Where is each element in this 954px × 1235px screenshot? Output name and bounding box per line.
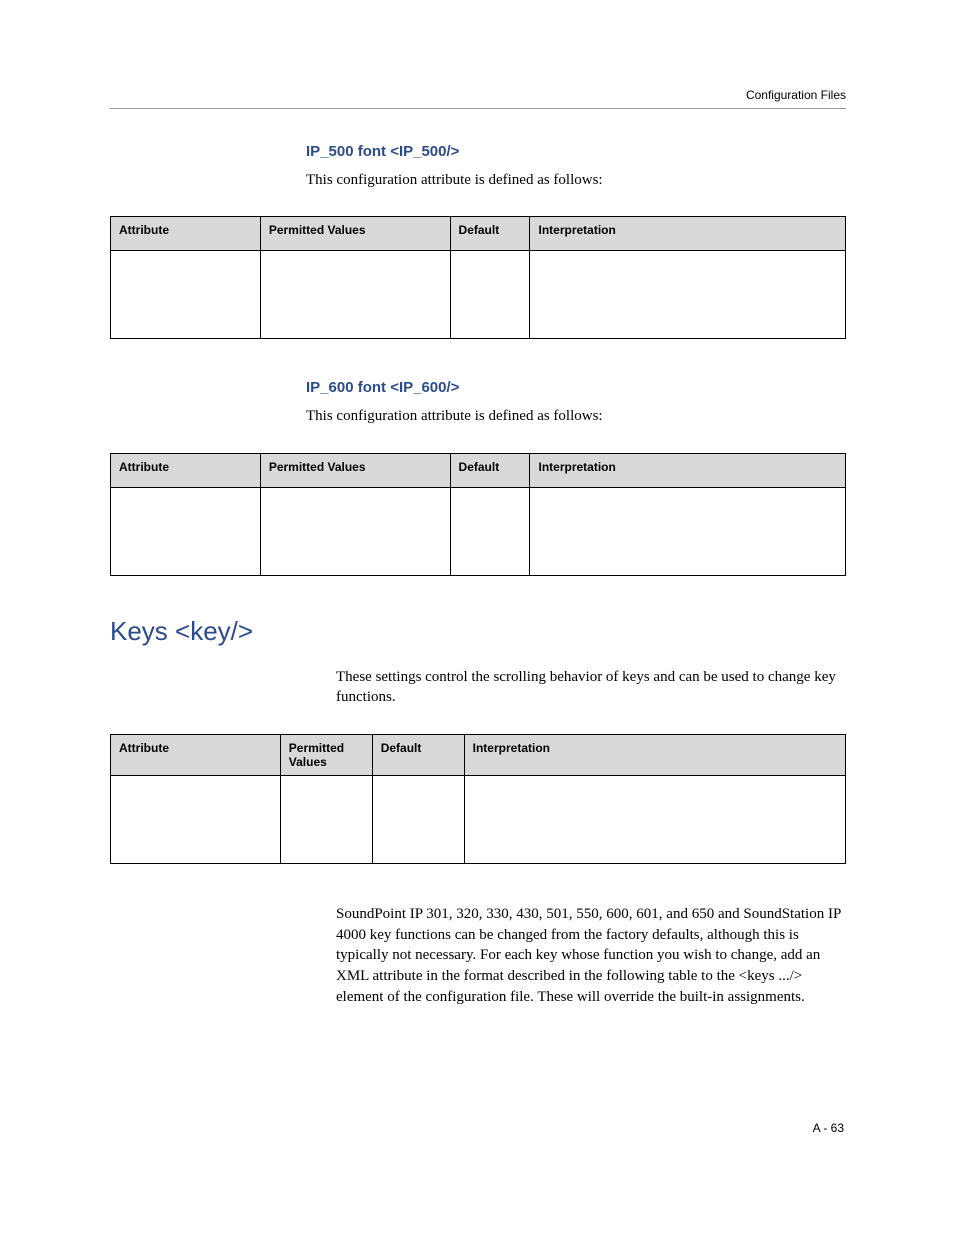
th-interpretation: Interpretation <box>530 453 846 487</box>
page-content: Configuration Files IP_500 font <IP_500/… <box>110 88 846 1033</box>
intro-keys: These settings control the scrolling beh… <box>336 667 846 708</box>
th-attribute: Attribute <box>111 453 261 487</box>
th-interpretation: Interpretation <box>530 217 846 251</box>
th-default: Default <box>450 217 530 251</box>
cell <box>450 487 530 575</box>
header-rule <box>110 108 846 109</box>
table-keys: Attribute Permitted Values Default Inter… <box>110 734 846 864</box>
cell <box>450 251 530 339</box>
intro-ip500: This configuration attribute is defined … <box>306 170 846 190</box>
cell <box>260 487 450 575</box>
table-ip600: Attribute Permitted Values Default Inter… <box>110 453 846 576</box>
th-permitted: Permitted Values <box>260 453 450 487</box>
th-permitted: Permitted Values <box>280 734 372 775</box>
table-row <box>111 487 846 575</box>
th-attribute: Attribute <box>111 734 281 775</box>
cell <box>372 775 464 863</box>
cell <box>111 251 261 339</box>
subheading-ip600: IP_600 font <IP_600/> <box>306 379 846 396</box>
cell <box>260 251 450 339</box>
page-number: A - 63 <box>813 1121 844 1135</box>
th-default: Default <box>450 453 530 487</box>
cell <box>111 775 281 863</box>
table-row <box>111 775 846 863</box>
table-row <box>111 251 846 339</box>
cell <box>464 775 845 863</box>
th-attribute: Attribute <box>111 217 261 251</box>
th-default: Default <box>372 734 464 775</box>
running-header: Configuration Files <box>110 88 846 102</box>
th-interpretation: Interpretation <box>464 734 845 775</box>
intro-ip600: This configuration attribute is defined … <box>306 406 846 426</box>
th-permitted: Permitted Values <box>260 217 450 251</box>
table-ip500: Attribute Permitted Values Default Inter… <box>110 216 846 339</box>
cell <box>530 487 846 575</box>
cell <box>111 487 261 575</box>
section-heading-keys: Keys <key/> <box>110 616 846 647</box>
cell <box>280 775 372 863</box>
subheading-ip500: IP_500 font <IP_500/> <box>306 143 846 160</box>
keys-paragraph: SoundPoint IP 301, 320, 330, 430, 501, 5… <box>336 904 846 1007</box>
cell <box>530 251 846 339</box>
